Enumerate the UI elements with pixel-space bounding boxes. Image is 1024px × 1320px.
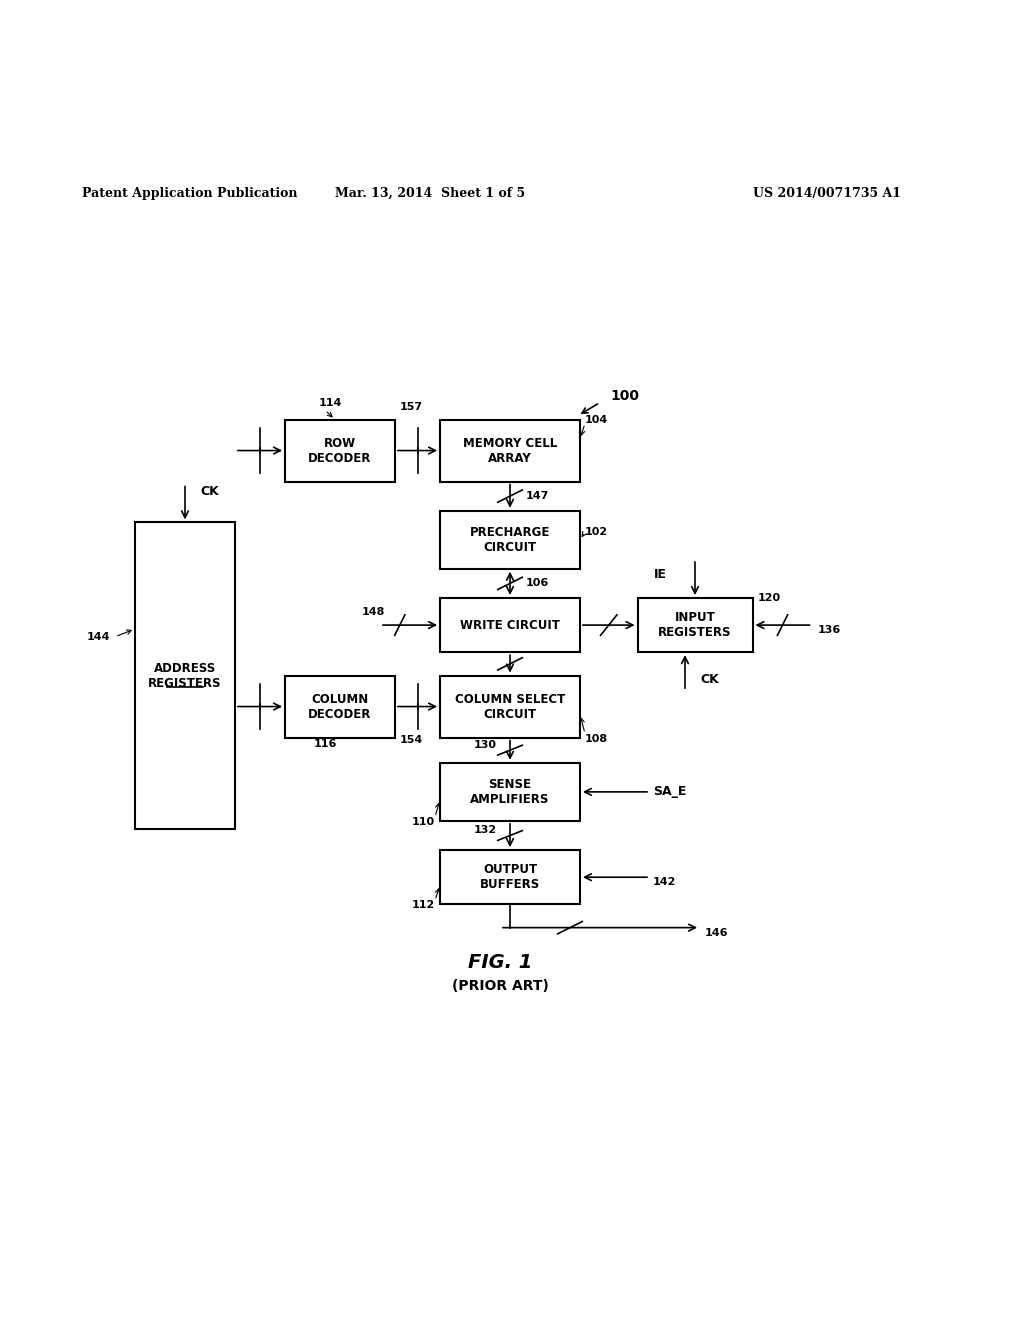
- Text: 110: 110: [412, 817, 435, 828]
- Text: 112: 112: [412, 900, 435, 911]
- Text: 106: 106: [525, 578, 549, 589]
- Bar: [135, 523, 234, 829]
- Text: CK: CK: [201, 484, 219, 498]
- Text: 154: 154: [400, 735, 423, 746]
- Text: COLUMN SELECT
CIRCUIT: COLUMN SELECT CIRCUIT: [455, 693, 565, 721]
- Bar: [440, 598, 580, 652]
- Text: COLUMN
DECODER: COLUMN DECODER: [308, 693, 372, 721]
- Text: 130: 130: [474, 741, 498, 750]
- Text: 147: 147: [525, 491, 549, 502]
- Text: 136: 136: [817, 626, 841, 635]
- Text: (PRIOR ART): (PRIOR ART): [452, 979, 549, 993]
- Text: ROW
DECODER: ROW DECODER: [308, 437, 372, 465]
- Text: SENSE
AMPLIFIERS: SENSE AMPLIFIERS: [470, 777, 550, 807]
- Bar: [440, 511, 580, 569]
- Bar: [440, 850, 580, 904]
- Text: 148: 148: [361, 607, 385, 616]
- Text: SA_E: SA_E: [653, 785, 686, 799]
- Text: 142: 142: [653, 878, 677, 887]
- Text: 120: 120: [758, 593, 780, 603]
- Text: MEMORY CELL
ARRAY: MEMORY CELL ARRAY: [463, 437, 557, 465]
- Text: 100: 100: [610, 389, 639, 403]
- Text: WRITE CIRCUIT: WRITE CIRCUIT: [460, 619, 560, 631]
- Text: Patent Application Publication: Patent Application Publication: [82, 187, 297, 199]
- Text: 146: 146: [705, 928, 728, 937]
- Text: CK: CK: [700, 673, 719, 686]
- Text: 114: 114: [318, 397, 342, 408]
- Text: 157: 157: [400, 401, 423, 412]
- Text: INPUT
REGISTERS: INPUT REGISTERS: [658, 611, 732, 639]
- Text: 116: 116: [313, 739, 337, 750]
- Text: OUTPUT
BUFFERS: OUTPUT BUFFERS: [480, 863, 540, 891]
- Text: 108: 108: [585, 734, 608, 743]
- Bar: [638, 598, 753, 652]
- Text: Mar. 13, 2014  Sheet 1 of 5: Mar. 13, 2014 Sheet 1 of 5: [335, 187, 525, 199]
- Bar: [440, 420, 580, 482]
- Text: 144: 144: [86, 632, 110, 642]
- Bar: [440, 676, 580, 738]
- Bar: [440, 763, 580, 821]
- Text: IE: IE: [654, 568, 667, 581]
- Text: US 2014/0071735 A1: US 2014/0071735 A1: [753, 187, 901, 199]
- Text: 104: 104: [585, 414, 608, 425]
- Text: 132: 132: [474, 825, 498, 836]
- Text: PRECHARGE
CIRCUIT: PRECHARGE CIRCUIT: [470, 525, 550, 554]
- Bar: [285, 676, 395, 738]
- Text: ADDRESS
REGISTERS: ADDRESS REGISTERS: [148, 661, 222, 689]
- Text: FIG. 1: FIG. 1: [468, 953, 532, 972]
- Text: 102: 102: [585, 527, 608, 537]
- Bar: [285, 420, 395, 482]
